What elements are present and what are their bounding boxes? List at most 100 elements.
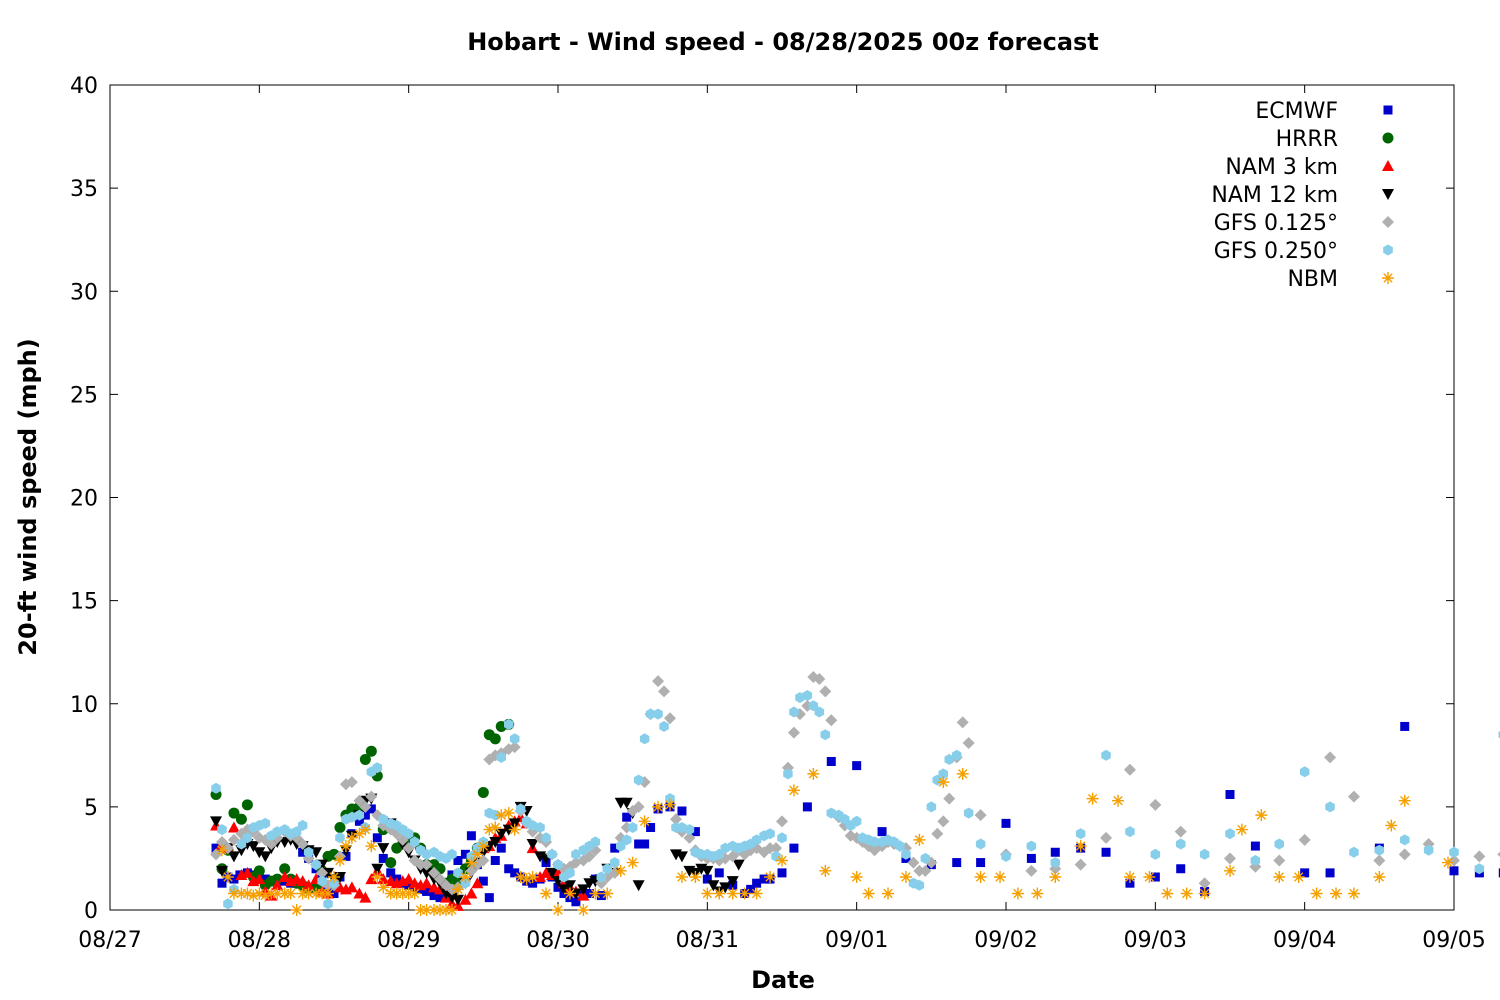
data-point — [552, 904, 564, 916]
data-point — [610, 857, 620, 869]
data-point — [653, 708, 663, 720]
data-point — [652, 800, 665, 813]
data-point — [714, 868, 724, 878]
data-point — [317, 875, 327, 887]
data-point — [303, 846, 314, 858]
data-point — [1150, 848, 1161, 860]
data-point — [371, 871, 384, 883]
data-point — [669, 813, 682, 826]
data-point — [819, 864, 832, 877]
data-point — [684, 824, 695, 836]
data-point — [802, 802, 812, 812]
data-point — [826, 807, 836, 819]
data-point — [974, 871, 987, 883]
data-point — [445, 904, 458, 916]
data-point — [322, 887, 335, 900]
data-point — [504, 864, 514, 874]
data-point — [1299, 766, 1310, 778]
data-point — [1001, 850, 1011, 862]
data-point — [535, 822, 545, 833]
plot-area: 08/27 08/28 08/29 08/30 08/31 09/01 09/02 09/03… — [70, 74, 1500, 953]
data-point — [1050, 847, 1060, 857]
data-point — [616, 840, 626, 852]
legend-marker — [1382, 189, 1394, 200]
data-point — [359, 891, 372, 903]
data-point — [720, 842, 730, 854]
data-point — [1176, 864, 1186, 874]
data-point — [459, 893, 472, 905]
data-point — [229, 874, 239, 884]
x-tick-label: 09/04 — [1273, 928, 1336, 953]
data-point — [1225, 828, 1235, 840]
data-point — [526, 839, 539, 850]
data-point — [931, 827, 944, 840]
data-point — [789, 843, 799, 853]
data-point — [1180, 887, 1193, 900]
data-point — [247, 889, 260, 902]
data-point — [1473, 850, 1486, 863]
data-point — [664, 712, 676, 725]
data-point — [646, 823, 656, 832]
data-point — [701, 887, 714, 900]
data-point — [787, 784, 800, 797]
data-point — [515, 803, 526, 815]
data-point — [216, 835, 228, 848]
data-point — [541, 832, 551, 844]
data-point — [296, 875, 309, 887]
data-point — [1011, 887, 1024, 900]
data-point — [882, 887, 895, 900]
data-point — [1497, 851, 1500, 858]
data-point — [1149, 798, 1162, 811]
data-point — [1273, 854, 1286, 867]
data-point — [633, 774, 644, 786]
data-point — [302, 887, 315, 900]
data-point — [802, 690, 813, 701]
data-point — [1449, 866, 1459, 876]
legend-marker — [1382, 132, 1394, 144]
data-point — [360, 810, 370, 820]
data-point — [677, 822, 687, 833]
x-tick-label: 08/31 — [676, 928, 739, 953]
chart-title: Hobart - Wind speed - 08/28/2025 00z for… — [467, 28, 1099, 56]
data-point — [702, 874, 712, 884]
data-point — [409, 836, 420, 848]
y-tick-label: 10 — [70, 693, 98, 718]
data-point — [577, 904, 590, 916]
y-tick-label: 0 — [84, 899, 98, 924]
data-point — [221, 871, 234, 883]
data-point — [302, 879, 315, 891]
legend-marker — [1382, 160, 1394, 171]
data-point — [1398, 794, 1411, 807]
legend-marker — [1383, 244, 1393, 256]
data-point — [323, 898, 333, 910]
data-point — [420, 904, 433, 916]
data-point — [819, 685, 832, 698]
data-point — [451, 883, 464, 896]
data-point — [353, 794, 366, 807]
data-point — [504, 718, 514, 730]
data-point — [353, 827, 366, 840]
data-point — [278, 871, 291, 882]
data-point — [726, 876, 739, 888]
data-point — [223, 898, 233, 910]
data-point — [378, 853, 388, 863]
data-point — [483, 823, 496, 836]
data-point — [329, 877, 339, 889]
legend: ECMWF HRRR NAM 3 km NAM 12 km GFS 0.125° GFS … — [1211, 99, 1394, 292]
data-point — [1325, 801, 1335, 813]
data-point — [271, 879, 284, 891]
data-point — [963, 807, 974, 819]
data-point — [1374, 844, 1385, 856]
data-point — [1498, 868, 1500, 878]
data-point — [253, 865, 265, 877]
data-point — [465, 887, 478, 899]
data-point — [210, 816, 223, 828]
data-point — [335, 832, 345, 844]
data-point — [253, 873, 266, 885]
data-point — [557, 884, 570, 896]
data-point — [365, 745, 377, 757]
data-point — [509, 733, 520, 745]
data-point — [1086, 792, 1099, 805]
legend-marker — [1383, 105, 1393, 115]
